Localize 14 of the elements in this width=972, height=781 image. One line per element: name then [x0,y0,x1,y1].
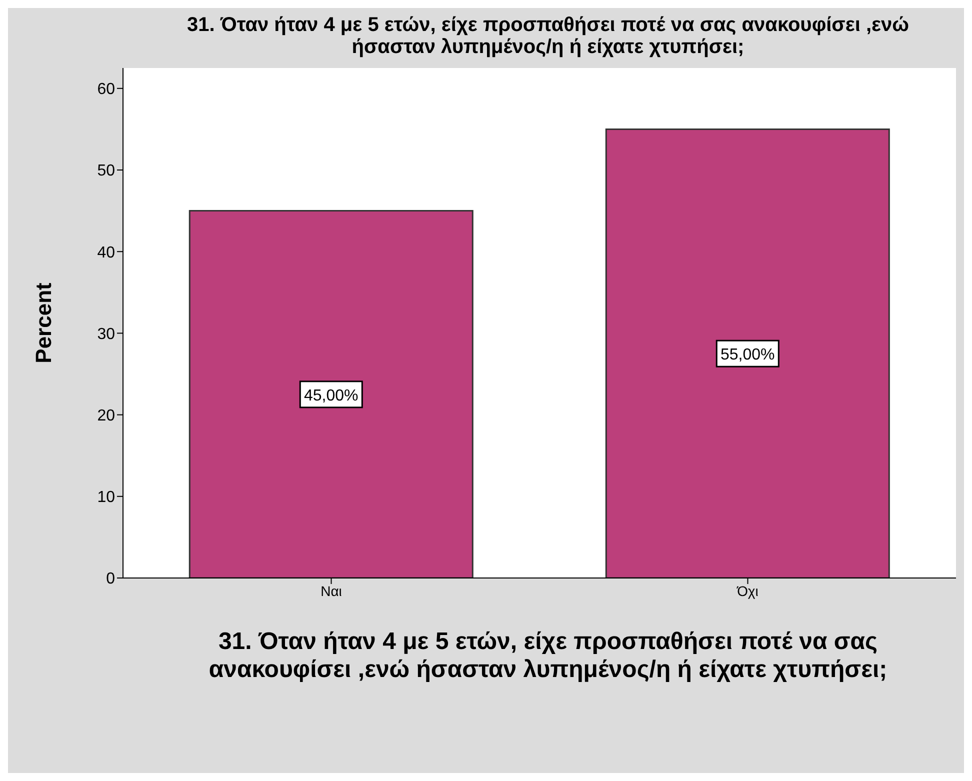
chart-title: 31. Όταν ήταν 4 με 5 ετών, είχε προσπαθήσει ποτέ να σας ανακουφίσει ,ενώ ήσασταν λυπημένος/η ή είχατε χτυπήσει; [186,14,910,58]
y-tick-label: 10 [97,489,116,506]
y-tick-label: 20 [97,407,116,424]
x-tick-label: Ναι [320,582,342,599]
y-axis-title: Percent [30,282,56,364]
data-label: 45,00% [304,387,358,404]
data-label: 55,00% [720,346,775,364]
y-tick-label: 30 [97,326,116,343]
y-tick-label: 40 [97,244,116,262]
y-tick-label: 60 [97,81,116,98]
x-tick-label: Όχι [736,582,758,599]
x-axis-title: 31. Όταν ήταν 4 με 5 ετών, είχε προσπαθήσει ποτέ να σας ανακουφίσει ,ενώ ήσασταν λυπημένος/η ή είχατε χτυπήσει; [208,628,888,684]
y-tick-label: 0 [106,570,116,588]
y-tick-label: 50 [97,162,116,180]
